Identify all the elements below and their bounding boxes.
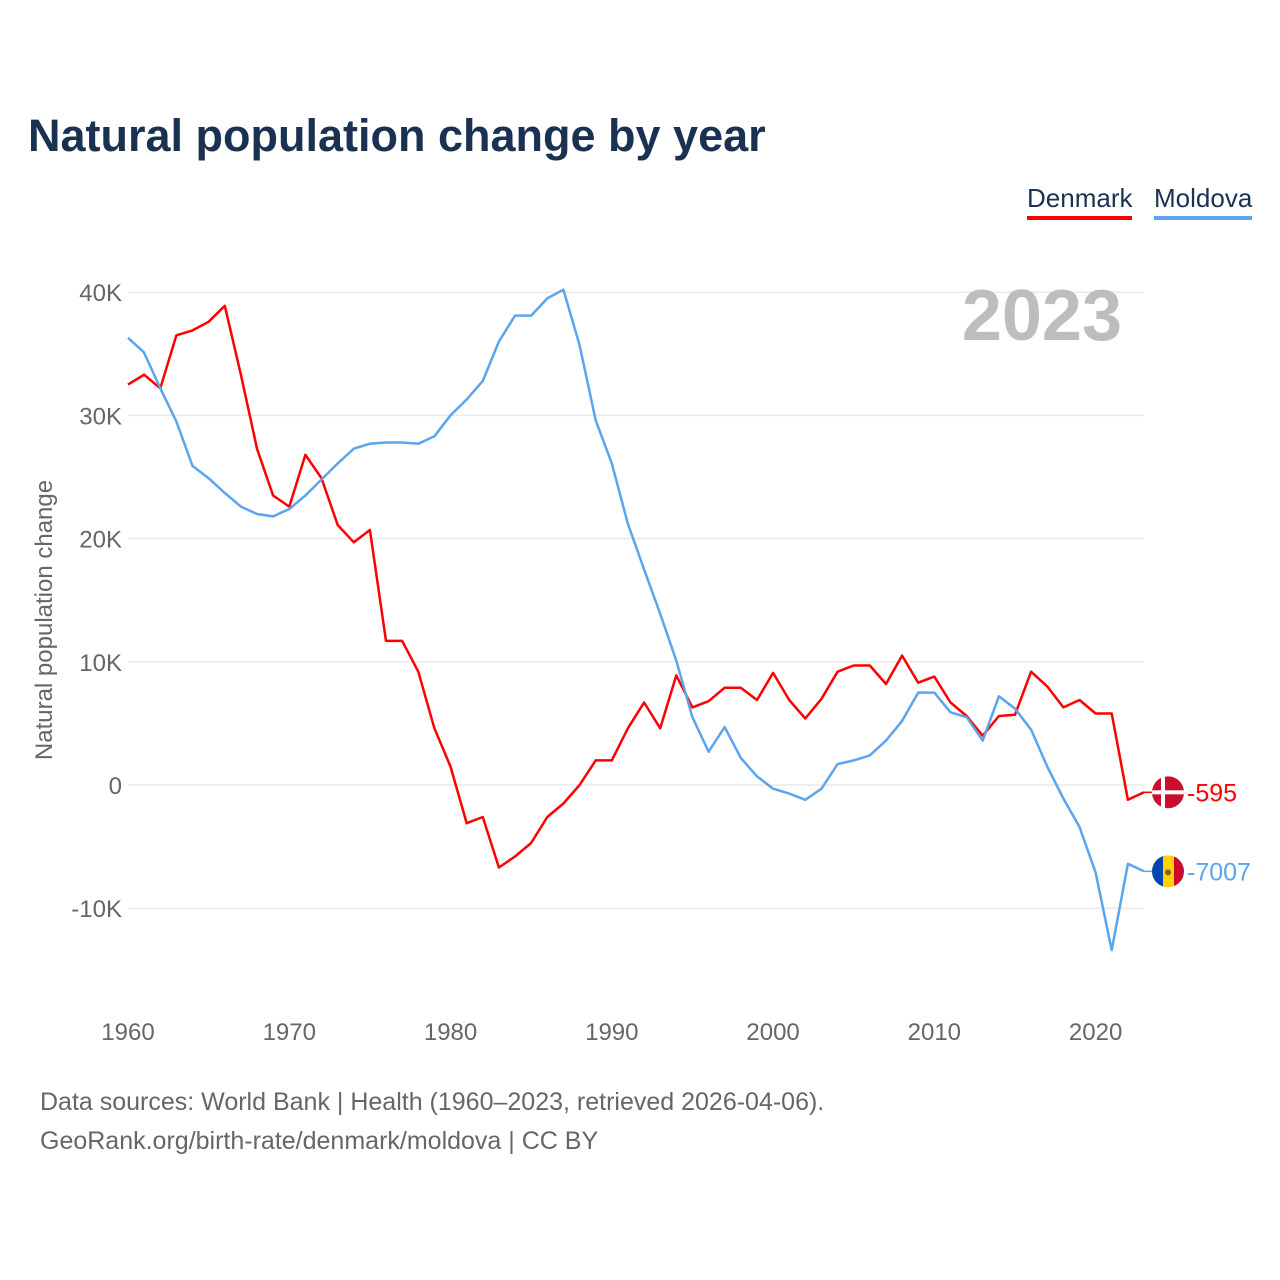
- y-axis-label: Natural population change: [31, 480, 58, 760]
- y-tick-label: 10K: [79, 650, 122, 677]
- chart-title: Natural population change by year: [28, 110, 766, 161]
- moldova-flag-icon: [1152, 855, 1184, 888]
- y-tick-label: 30K: [79, 403, 122, 430]
- end-value-label-denmark: -595: [1187, 779, 1237, 807]
- x-tick-label: 2000: [746, 1019, 799, 1046]
- y-tick-label: -10K: [71, 896, 122, 923]
- denmark-flag-icon: [1152, 776, 1184, 809]
- x-tick-label: 1960: [101, 1019, 154, 1046]
- x-tick-label: 2010: [908, 1019, 961, 1046]
- legend-denmark[interactable]: Denmark: [1027, 183, 1133, 220]
- y-tick-label: 40K: [79, 280, 122, 307]
- series-line-denmark: [127, 304, 1145, 869]
- year-label: 2023: [962, 276, 1122, 356]
- footer-sources: Data sources: World Bank | Health (1960–…: [40, 1088, 825, 1116]
- footer-link[interactable]: GeoRank.org/birth-rate/denmark/moldova |…: [40, 1127, 599, 1155]
- end-value-label-moldova: -7007: [1187, 858, 1251, 886]
- x-tick-label: 1970: [263, 1019, 316, 1046]
- x-tick-label: 1980: [424, 1019, 477, 1046]
- x-tick-label: 1990: [585, 1019, 638, 1046]
- y-tick-label: 0: [109, 773, 122, 800]
- y-tick-label: 20K: [79, 527, 122, 554]
- series-line-moldova: [127, 288, 1145, 952]
- legend-moldova[interactable]: Moldova: [1154, 183, 1253, 220]
- x-tick-label: 2020: [1069, 1019, 1122, 1046]
